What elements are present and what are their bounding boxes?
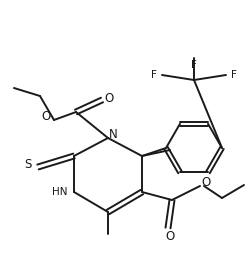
Text: HN: HN [52,187,68,197]
Text: F: F [231,70,237,80]
Text: O: O [201,176,211,190]
Text: F: F [191,60,197,70]
Text: O: O [165,230,175,243]
Text: O: O [41,110,51,123]
Text: F: F [151,70,157,80]
Text: S: S [24,158,32,171]
Text: O: O [104,92,114,105]
Text: N: N [109,129,117,142]
